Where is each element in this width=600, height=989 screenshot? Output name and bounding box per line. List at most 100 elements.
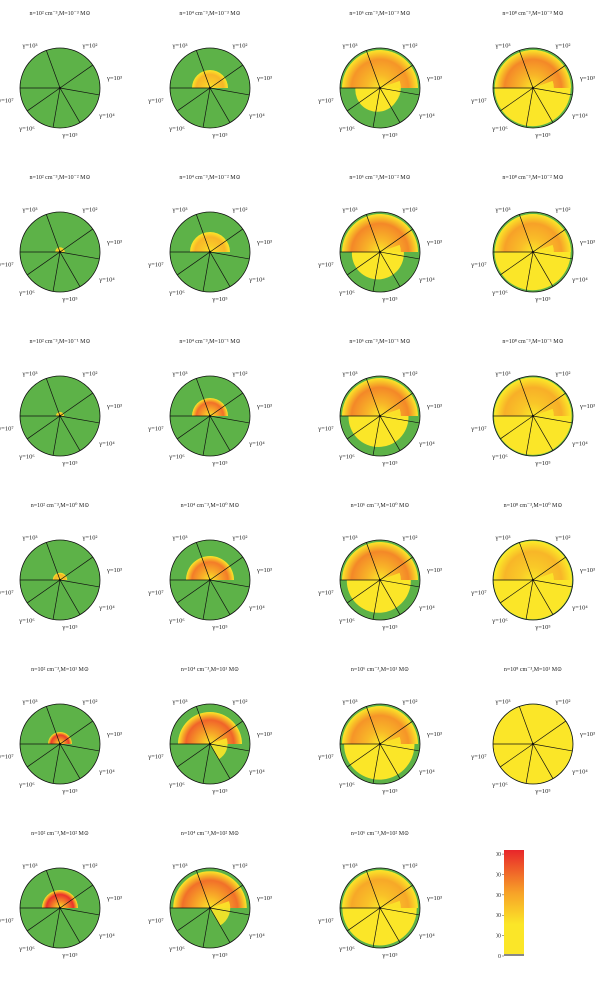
spoke-line <box>202 743 211 784</box>
panel-1-2: n=10⁴ cm⁻³,M=10⁻³ M⊙ γ=10³ γ=10² γ=10³ γ=10⁴… <box>135 8 285 168</box>
wedge-disk: γ=10³ γ=10² γ=10³ γ=10⁴ γ=10⁵ γ=10⁶ γ=10⁷ <box>0 43 122 139</box>
wedge-label: γ=10⁵ <box>211 952 227 959</box>
wedge-label: γ=10⁶ <box>491 618 507 625</box>
spoke-line <box>379 743 401 779</box>
spoke-line <box>202 907 211 948</box>
spoke-line <box>59 392 93 417</box>
spoke-line <box>52 415 61 456</box>
hot-region <box>42 890 78 908</box>
wedge-label: γ=10³ <box>256 567 272 574</box>
spoke-line <box>209 87 231 123</box>
wedge-label: γ=10⁷ <box>470 589 486 596</box>
spoke-line <box>45 870 61 909</box>
wedge-label: γ=10³ <box>22 535 38 542</box>
wedge-label: γ=10³ <box>256 403 272 410</box>
spoke-line <box>27 907 61 932</box>
spoke-line <box>379 415 401 451</box>
wedge-label: γ=10³ <box>495 535 511 542</box>
spoke-line <box>59 87 81 123</box>
wedge-label: γ=10³ <box>256 239 272 246</box>
spoke-line <box>500 579 534 604</box>
wedge-label: γ=10³ <box>172 535 188 542</box>
spoke-line <box>195 214 211 253</box>
spoke-line <box>195 542 211 581</box>
wedge-label: γ=10⁷ <box>470 261 486 268</box>
spoke-line <box>365 542 381 581</box>
wedge-label: γ=10⁷ <box>0 425 14 432</box>
wedge-label: γ=10⁵ <box>534 132 550 139</box>
wedge-label: γ=10⁶ <box>491 126 507 133</box>
spoke-line <box>52 579 61 620</box>
wedge-label: γ=10⁴ <box>418 933 435 940</box>
wedge-label: γ=10³ <box>342 699 358 706</box>
inner-region <box>380 408 401 435</box>
wedge-label: γ=10² <box>232 371 248 378</box>
wedge-label: γ=10⁶ <box>338 454 354 461</box>
hot-region <box>192 70 228 88</box>
panel-title: n=10⁴ cm⁻³,M=10² M⊙ <box>180 831 240 837</box>
wedge-label: γ=10² <box>82 43 98 50</box>
wedge-label: γ=10³ <box>579 731 595 738</box>
wedge-label: γ=10³ <box>495 207 511 214</box>
panel-1-4: n=10⁸ cm⁻³,M=10⁻³ M⊙ γ=10³ γ=10² γ=10³ γ=10⁴… <box>458 8 600 168</box>
wedge-label: γ=10³ <box>342 371 358 378</box>
hot-region <box>55 247 65 252</box>
spoke-line <box>52 907 61 948</box>
panel-4-1: n=10² cm⁻³,M=10⁰ M⊙ γ=10³ γ=10² γ=10³ γ=10⁴ γ… <box>0 500 135 660</box>
inner-region <box>533 572 554 599</box>
wedge-label: γ=10³ <box>579 403 595 410</box>
wedge-label: γ=10⁴ <box>98 769 115 776</box>
panel-title: n=10⁴ cm⁻³,M=10⁻³ M⊙ <box>179 11 241 17</box>
panel-title: n=10⁶ cm⁻³,M=10¹ M⊙ <box>350 667 410 673</box>
wedge-disk: γ=10³ γ=10² γ=10³ γ=10⁴ γ=10⁵ γ=10⁶ γ=10⁷ <box>470 207 595 303</box>
panel-title: n=10² cm⁻³,M=10⁰ M⊙ <box>30 503 90 509</box>
wedge-label: γ=10³ <box>426 239 442 246</box>
wedge-label: γ=10² <box>232 43 248 50</box>
spoke-line <box>372 907 381 948</box>
wedge-disk: γ=10³ γ=10² γ=10³ γ=10⁴ γ=10⁵ γ=10⁶ γ=10⁷ <box>0 371 122 467</box>
wedge-label: γ=10³ <box>342 207 358 214</box>
wedge-label: γ=10² <box>232 207 248 214</box>
disk-outline <box>492 47 574 129</box>
wedge-label: γ=10⁷ <box>317 753 333 760</box>
spoke-line <box>500 87 534 112</box>
inner-region <box>210 737 228 760</box>
wedge-label: γ=10⁵ <box>61 952 77 959</box>
wedge-label: γ=10³ <box>172 371 188 378</box>
spoke-line <box>379 251 420 260</box>
spoke-line <box>365 378 381 417</box>
spoke-line <box>59 907 81 943</box>
spoke-line <box>532 579 554 615</box>
wedge-label: γ=10² <box>402 699 418 706</box>
spoke-line <box>45 214 61 253</box>
disk-outline <box>169 867 251 949</box>
spoke-line <box>518 214 534 253</box>
spoke-line <box>27 743 61 768</box>
disk-outline <box>339 867 421 949</box>
wedge-label: γ=10³ <box>495 43 511 50</box>
hot-region <box>48 732 72 744</box>
wedge-label: γ=10³ <box>579 239 595 246</box>
spoke-line <box>365 706 381 745</box>
wedge-label: γ=10⁴ <box>98 441 115 448</box>
inner-region <box>210 901 231 926</box>
wedge-label: γ=10² <box>402 207 418 214</box>
wedge-disk: γ=10³ γ=10² γ=10³ γ=10⁴ γ=10⁵ γ=10⁶ γ=10⁷ <box>470 371 595 467</box>
wedge-label: γ=10⁷ <box>147 97 163 104</box>
wedge-label: γ=10⁴ <box>98 277 115 284</box>
wedge-label: γ=10⁷ <box>0 753 14 760</box>
wedge-label: γ=10⁷ <box>470 753 486 760</box>
wedge-label: γ=10⁵ <box>211 296 227 303</box>
wedge-disk: γ=10³ γ=10² γ=10³ γ=10⁴ γ=10⁵ γ=10⁶ γ=10⁷ <box>0 863 122 959</box>
panel-title: n=10⁸ cm⁻³,M=10⁻³ M⊙ <box>502 11 564 17</box>
wedge-label: γ=10³ <box>22 207 38 214</box>
wedge-label: γ=10⁵ <box>534 788 550 795</box>
wedge-label: γ=10⁵ <box>534 460 550 467</box>
wedge-label: γ=10³ <box>172 699 188 706</box>
panel-2-3: n=10⁶ cm⁻³,M=10⁻² M⊙ γ=10³ γ=10² γ=10³ γ=10⁴… <box>305 172 455 332</box>
spoke-line <box>379 743 420 752</box>
spoke-line <box>209 743 231 779</box>
spoke-line <box>209 720 243 745</box>
wedge-label: γ=10⁵ <box>211 624 227 631</box>
spoke-line <box>177 907 211 932</box>
